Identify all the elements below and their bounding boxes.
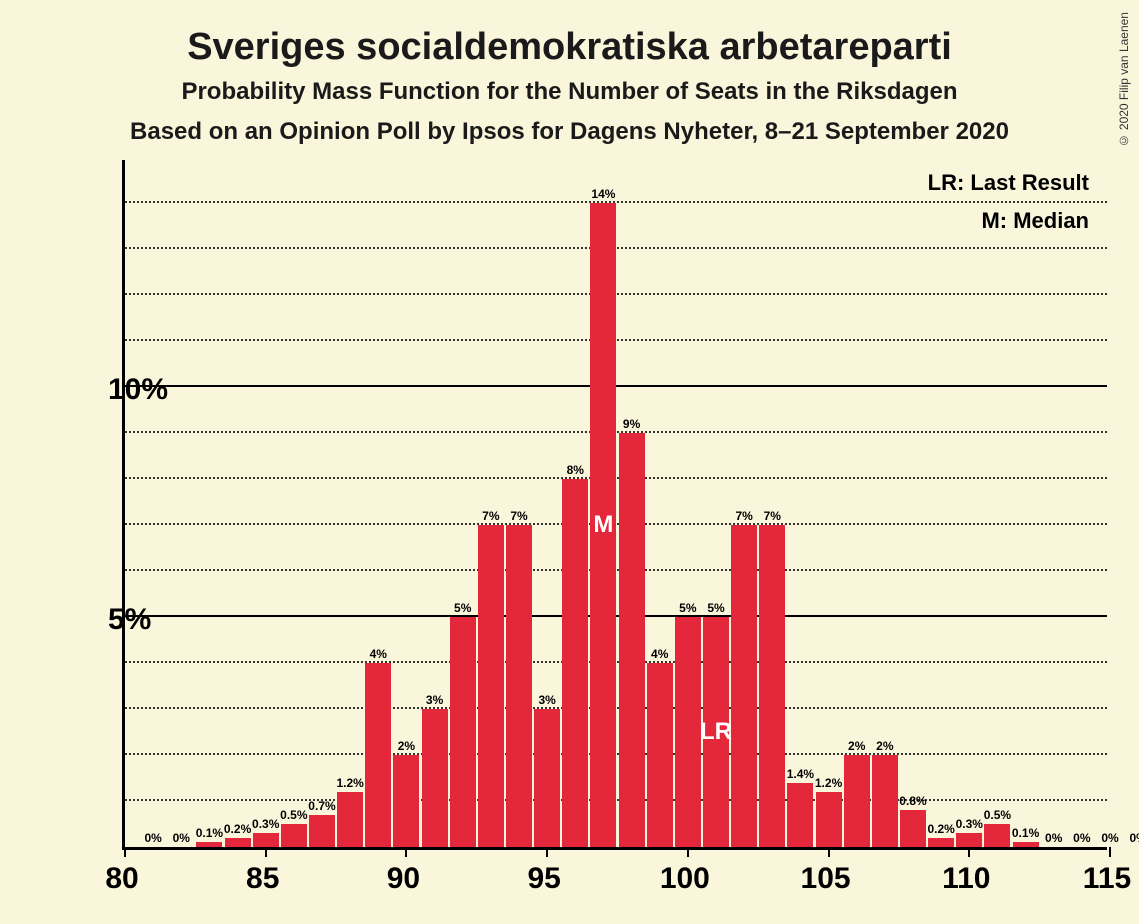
x-tick: [687, 847, 689, 857]
bar-value-label: 3%: [426, 693, 443, 709]
bar: 1.2%: [337, 792, 363, 847]
plot-area: 0%0%0.1%0.2%0.3%0.5%0.7%1.2%4%2%3%5%7%7%…: [122, 160, 1107, 850]
bar-value-label: 0.5%: [280, 808, 307, 824]
bar-value-label: 9%: [623, 417, 640, 433]
bar: 4%: [365, 663, 391, 847]
x-tick: [405, 847, 407, 857]
bar-value-label: 14%: [591, 187, 615, 203]
bar-value-label: 1.2%: [815, 776, 842, 792]
bar-value-label: 0%: [173, 831, 190, 847]
x-tick: [265, 847, 267, 857]
bar: 1.2%: [816, 792, 842, 847]
bar-value-label: 0.5%: [984, 808, 1011, 824]
bar-value-label: 2%: [876, 739, 893, 755]
x-tick-label: 110: [942, 862, 990, 896]
bar: 5%: [675, 617, 701, 847]
pmf-bar-chart: 0%0%0.1%0.2%0.3%0.5%0.7%1.2%4%2%3%5%7%7%…: [0, 0, 1139, 924]
bar: 0.8%: [900, 810, 926, 847]
bar-value-label: 5%: [454, 601, 471, 617]
legend-item: LR: Last Result: [928, 170, 1089, 196]
y-tick-label: 10%: [108, 373, 122, 407]
bar-value-label: 5%: [679, 601, 696, 617]
bar: 0.1%: [1013, 842, 1039, 847]
x-tick-label: 80: [105, 862, 138, 896]
bar-value-label: 7%: [735, 509, 752, 525]
bar-value-label: 2%: [848, 739, 865, 755]
x-tick: [546, 847, 548, 857]
bar: 0.1%: [196, 842, 222, 847]
legend: LR: Last Result M: Median: [928, 170, 1089, 234]
bar: 0.5%: [984, 824, 1010, 847]
bar-value-label: 0%: [1073, 831, 1090, 847]
bar-annotation: LR: [700, 718, 732, 746]
x-tick-label: 100: [660, 862, 710, 896]
bar-value-label: 0.7%: [308, 799, 335, 815]
bar: 1.4%: [787, 783, 813, 847]
bar: 7%: [731, 525, 757, 847]
bar-value-label: 0.8%: [899, 794, 926, 810]
bar-value-label: 4%: [651, 647, 668, 663]
bar-value-label: 5%: [707, 601, 724, 617]
x-tick: [124, 847, 126, 857]
bar: 9%: [619, 433, 645, 847]
bar-value-label: 0.1%: [1012, 826, 1039, 842]
bar-annotation: M: [593, 511, 613, 539]
x-tick: [968, 847, 970, 857]
bar: 8%: [562, 479, 588, 847]
bar-value-label: 3%: [538, 693, 555, 709]
x-tick: [828, 847, 830, 857]
bar: 7%: [506, 525, 532, 847]
bar-value-label: 0.2%: [927, 822, 954, 838]
bar-value-label: 0.3%: [252, 817, 279, 833]
bar-value-label: 7%: [482, 509, 499, 525]
bar: 4%: [647, 663, 673, 847]
bar: 0.2%: [928, 838, 954, 847]
x-tick-label: 115: [1083, 862, 1131, 896]
bar-value-label: 0.1%: [196, 826, 223, 842]
bar-value-label: 7%: [510, 509, 527, 525]
bar: 3%: [422, 709, 448, 847]
bar: 7%: [478, 525, 504, 847]
bar-value-label: 0%: [1101, 831, 1118, 847]
bar: 0.3%: [253, 833, 279, 847]
bar: 0.5%: [281, 824, 307, 847]
bar-value-label: 2%: [398, 739, 415, 755]
bar-value-label: 0.2%: [224, 822, 251, 838]
bar-value-label: 0.3%: [956, 817, 983, 833]
x-tick-label: 85: [246, 862, 279, 896]
y-tick-label: 5%: [108, 603, 122, 637]
bar: 3%: [534, 709, 560, 847]
bar: 7%: [759, 525, 785, 847]
bar: 0.3%: [956, 833, 982, 847]
bar-value-label: 0%: [1045, 831, 1062, 847]
x-tick-label: 95: [527, 862, 560, 896]
bar: 2%: [393, 755, 419, 847]
bar-value-label: 0%: [1129, 831, 1139, 847]
bar-value-label: 4%: [370, 647, 387, 663]
bar-value-label: 1.4%: [787, 767, 814, 783]
bar: 2%: [872, 755, 898, 847]
bar: 5%: [450, 617, 476, 847]
x-tick-label: 105: [801, 862, 851, 896]
legend-item: M: Median: [928, 208, 1089, 234]
bar-value-label: 0%: [144, 831, 161, 847]
x-tick: [1109, 847, 1111, 857]
bar: 0.7%: [309, 815, 335, 847]
bar-value-label: 8%: [567, 463, 584, 479]
x-tick-label: 90: [387, 862, 420, 896]
bar: 2%: [844, 755, 870, 847]
bars-container: 0%0%0.1%0.2%0.3%0.5%0.7%1.2%4%2%3%5%7%7%…: [125, 160, 1107, 847]
bar-value-label: 7%: [764, 509, 781, 525]
bar: 0.2%: [225, 838, 251, 847]
bar-value-label: 1.2%: [336, 776, 363, 792]
